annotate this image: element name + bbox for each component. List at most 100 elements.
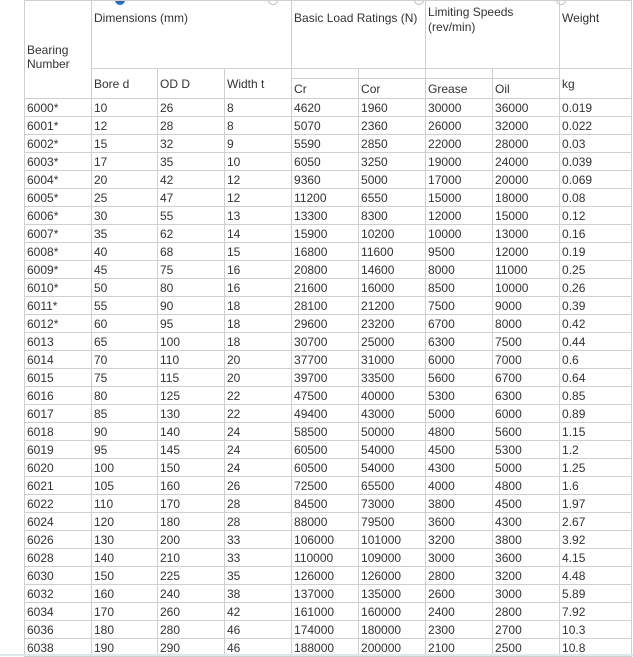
cell-width: 14 xyxy=(223,224,293,243)
cell-oil: 18000 xyxy=(492,188,561,207)
cell-cr: 60500 xyxy=(291,440,360,459)
cell-bearing-number: 6013 xyxy=(24,332,92,351)
cell-weight: 10.3 xyxy=(559,620,633,639)
cell-cor: 180000 xyxy=(358,620,427,639)
cell-weight: 1.6 xyxy=(559,476,633,495)
cell-cor: 54000 xyxy=(358,440,427,459)
table-body: 6000* 10 26 8 4620 1960 30000 36000 0.019 6001* 12… xyxy=(24,98,633,657)
cell-oil: 2700 xyxy=(492,620,561,639)
cell-bore: 85 xyxy=(91,404,158,423)
cell-weight: 0.08 xyxy=(559,188,633,207)
cell-weight: 10.8 xyxy=(559,638,633,657)
table-row: 6019 95 145 24 60500 54000 4500 5300 1.2 xyxy=(24,440,633,459)
cell-cor: 73000 xyxy=(358,494,427,513)
cell-bore: 45 xyxy=(91,260,158,279)
cell-grease: 15000 xyxy=(425,188,494,207)
cell-cr: 161000 xyxy=(291,602,360,621)
cell-od: 145 xyxy=(157,440,225,459)
cell-oil: 12000 xyxy=(492,242,561,261)
cell-weight: 1.2 xyxy=(559,440,633,459)
cell-grease: 2600 xyxy=(425,584,494,603)
cell-bore: 120 xyxy=(91,512,158,531)
cell-cr: 137000 xyxy=(291,584,360,603)
table-row: 6022 110 170 28 84500 73000 3800 4500 1.97 xyxy=(24,494,633,513)
cell-weight: 0.03 xyxy=(559,134,633,153)
cell-grease: 3600 xyxy=(425,512,494,531)
cell-grease: 22000 xyxy=(425,134,494,153)
table-row: 6021 105 160 26 72500 65500 4000 4800 1.6 xyxy=(24,476,633,495)
cell-grease: 10000 xyxy=(425,224,494,243)
cell-cr: 21600 xyxy=(291,278,360,297)
cell-cor: 5000 xyxy=(358,170,427,189)
table-row: 6009* 45 75 16 20800 14600 8000 11000 0.25 xyxy=(24,260,633,279)
header-dimensions: Dimensions (mm) xyxy=(90,0,293,69)
cell-bore: 100 xyxy=(91,458,158,477)
cell-cor: 101000 xyxy=(358,530,427,549)
cell-cr: 5070 xyxy=(291,116,360,135)
cell-grease: 3200 xyxy=(425,530,494,549)
cell-od: 130 xyxy=(157,404,225,423)
table-row: 6015 75 115 20 39700 33500 5600 6700 0.64 xyxy=(24,368,633,387)
cell-width: 24 xyxy=(223,458,293,477)
cell-cor: 65500 xyxy=(358,476,427,495)
cell-grease: 5600 xyxy=(425,368,494,387)
cell-bore: 20 xyxy=(91,170,158,189)
cell-od: 47 xyxy=(157,188,225,207)
cell-oil: 6000 xyxy=(492,404,561,423)
table-row: 6011* 55 90 18 28100 21200 7500 9000 0.39 xyxy=(24,296,633,315)
cell-weight: 0.022 xyxy=(559,116,633,135)
cell-od: 32 xyxy=(157,134,225,153)
table-row: 6005* 25 47 12 11200 6550 15000 18000 0.08 xyxy=(24,188,633,207)
cell-od: 150 xyxy=(157,458,225,477)
cell-grease: 17000 xyxy=(425,170,494,189)
cell-grease: 4500 xyxy=(425,440,494,459)
cell-oil: 3600 xyxy=(492,548,561,567)
cell-grease: 8000 xyxy=(425,260,494,279)
cell-oil: 4300 xyxy=(492,512,561,531)
table-row: 6002* 15 32 9 5590 2850 22000 28000 0.03 xyxy=(24,134,633,153)
cell-od: 90 xyxy=(157,296,225,315)
cell-weight: 0.019 xyxy=(559,98,633,117)
cell-bearing-number: 6036 xyxy=(24,620,92,639)
cell-cor: 160000 xyxy=(358,602,427,621)
table-row: 6026 130 200 33 106000 101000 3200 3800 3.92 xyxy=(24,530,633,549)
header-cr: Cr xyxy=(291,78,360,99)
table-row: 6034 170 260 42 161000 160000 2400 2800 7.92 xyxy=(24,602,633,621)
table-row: 6001* 12 28 8 5070 2360 26000 32000 0.022 xyxy=(24,116,633,135)
cell-grease: 6300 xyxy=(425,332,494,351)
cell-cor: 16000 xyxy=(358,278,427,297)
cell-oil: 11000 xyxy=(492,260,561,279)
cell-cor: 21200 xyxy=(358,296,427,315)
table-row: 6014 70 110 20 37700 31000 6000 7000 0.6 xyxy=(24,350,633,369)
cell-cr: 20800 xyxy=(291,260,360,279)
cell-width: 18 xyxy=(223,314,293,333)
cell-cor: 1960 xyxy=(358,98,427,117)
cell-width: 33 xyxy=(223,530,293,549)
cell-oil: 6700 xyxy=(492,368,561,387)
cell-bearing-number: 6004* xyxy=(24,170,92,189)
cell-bearing-number: 6017 xyxy=(24,404,92,423)
cell-width: 18 xyxy=(223,332,293,351)
cell-cr: 6050 xyxy=(291,152,360,171)
cell-od: 95 xyxy=(157,314,225,333)
cell-od: 240 xyxy=(157,584,225,603)
cell-bore: 30 xyxy=(91,206,158,225)
cell-bore: 150 xyxy=(91,566,158,585)
cell-od: 280 xyxy=(157,620,225,639)
cell-grease: 2400 xyxy=(425,602,494,621)
cell-weight: 0.039 xyxy=(559,152,633,171)
cell-oil: 10000 xyxy=(492,278,561,297)
cell-od: 75 xyxy=(157,260,225,279)
cell-cr: 126000 xyxy=(291,566,360,585)
header-od: OD D xyxy=(157,68,225,99)
cell-bore: 75 xyxy=(91,368,158,387)
cell-oil: 2800 xyxy=(492,602,561,621)
cell-width: 20 xyxy=(223,350,293,369)
cell-weight: 0.42 xyxy=(559,314,633,333)
cell-oil: 3000 xyxy=(492,584,561,603)
cell-width: 33 xyxy=(223,548,293,567)
cell-od: 28 xyxy=(157,116,225,135)
cell-bearing-number: 6002* xyxy=(24,134,92,153)
table-row: 6036 180 280 46 174000 180000 2300 2700 10.3 xyxy=(24,620,633,639)
cell-width: 28 xyxy=(223,494,293,513)
